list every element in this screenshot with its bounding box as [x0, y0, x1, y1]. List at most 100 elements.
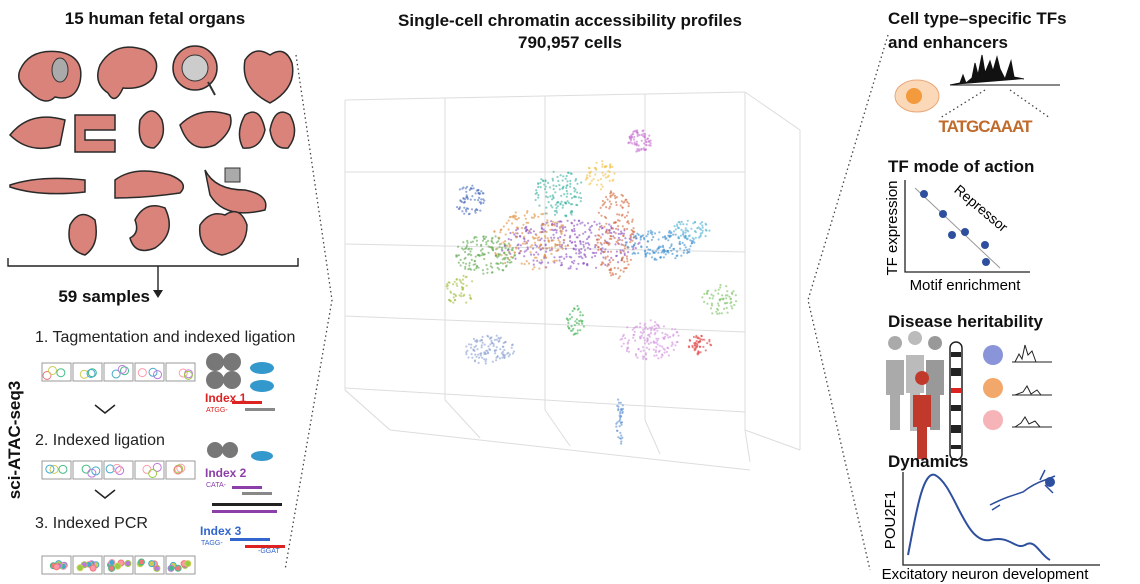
arrow: [153, 290, 163, 298]
cell-point: [696, 344, 699, 347]
cell-point: [580, 181, 583, 184]
cell-point: [732, 290, 735, 293]
step-label: 1. Tagmentation and indexed ligation: [35, 329, 295, 346]
cell-point: [479, 339, 482, 342]
cell-point: [569, 172, 572, 175]
cell-point: [465, 353, 468, 356]
cell-point: [575, 318, 579, 321]
cell-point: [558, 226, 561, 229]
cell-point: [565, 195, 568, 198]
cell-point: [525, 221, 528, 224]
nucleus: [47, 365, 57, 375]
wells: [41, 362, 196, 575]
cell-point: [535, 189, 538, 192]
cell-point: [513, 253, 517, 257]
cell-point: [465, 301, 468, 304]
cell-point: [481, 341, 484, 344]
cell-point: [634, 237, 638, 240]
cell-point: [676, 225, 679, 228]
cell-point: [562, 226, 565, 229]
cell-point: [686, 248, 689, 251]
cell-point: [601, 171, 604, 174]
cell-point: [609, 268, 612, 271]
cell-point: [520, 262, 523, 265]
cell-point: [480, 344, 483, 347]
cell-point: [469, 198, 472, 201]
cell-point: [680, 228, 683, 231]
cell-point: [495, 248, 498, 251]
cell-point: [514, 211, 517, 214]
axis-label: Motif enrichment: [910, 277, 1022, 294]
cell-point: [504, 240, 507, 243]
cell-point: [466, 241, 469, 244]
cell-point: [559, 235, 562, 239]
cell-point: [728, 295, 731, 298]
cell-point: [674, 228, 677, 231]
cell-point: [559, 202, 562, 205]
cell-point: [537, 196, 540, 199]
center-title: Single-cell chromatin accessibility prof…: [398, 11, 742, 30]
cell-point: [644, 143, 647, 146]
cell-point: [639, 337, 642, 340]
cell-point: [582, 232, 585, 235]
nucleus: [49, 464, 59, 474]
cell-point: [481, 239, 484, 242]
cell-point: [714, 289, 717, 292]
cell-point: [515, 226, 518, 229]
cell-point: [587, 222, 590, 225]
cell-point: [607, 243, 610, 246]
cell-point: [468, 264, 471, 267]
cell-point: [697, 352, 700, 355]
cell-point: [638, 335, 642, 338]
cell-point: [477, 188, 480, 192]
cell-point: [539, 231, 542, 234]
cell-point: [661, 331, 664, 335]
cell-point: [705, 223, 708, 226]
cell-point: [626, 257, 629, 260]
cell-point: [586, 174, 589, 177]
cell-point: [725, 306, 728, 310]
grid-line: [344, 315, 746, 333]
cell-point: [657, 238, 660, 241]
cell-point: [657, 246, 660, 249]
cell-point: [502, 241, 505, 244]
cell-point: [545, 191, 548, 194]
cell-point: [535, 191, 539, 194]
cell-point: [621, 410, 624, 413]
cell-point: [586, 246, 590, 249]
cell-point: [518, 252, 521, 255]
cell-point: [476, 348, 479, 351]
cell-point: [456, 284, 459, 287]
cell-point: [601, 160, 604, 163]
cell-point: [535, 245, 539, 248]
cell-point: [671, 341, 674, 344]
cell-point: [577, 307, 580, 310]
cell-point: [617, 401, 621, 404]
cell-point: [627, 202, 630, 205]
cell-point: [612, 235, 615, 238]
cell-point: [672, 233, 675, 236]
cell-point: [525, 211, 529, 214]
cell-point: [462, 197, 465, 200]
cell-point: [618, 425, 621, 428]
cell-point: [604, 176, 608, 179]
cell-point: [656, 329, 659, 332]
cell-point: [553, 236, 556, 239]
cell-point: [599, 236, 603, 239]
cell-point: [603, 225, 606, 228]
cell-point: [599, 188, 603, 191]
cell-point: [672, 348, 675, 351]
cell-point: [621, 256, 625, 259]
nucleus: [117, 364, 127, 374]
cell-point: [547, 224, 550, 227]
cell-point: [642, 147, 645, 150]
cell-point: [501, 350, 504, 353]
cell-point: [683, 243, 686, 247]
cell-point: [618, 238, 621, 241]
cell-point: [637, 348, 640, 351]
cell-point: [682, 251, 685, 254]
cell-point: [477, 361, 480, 364]
cell-point: [508, 251, 511, 254]
cell-point: [567, 201, 571, 204]
